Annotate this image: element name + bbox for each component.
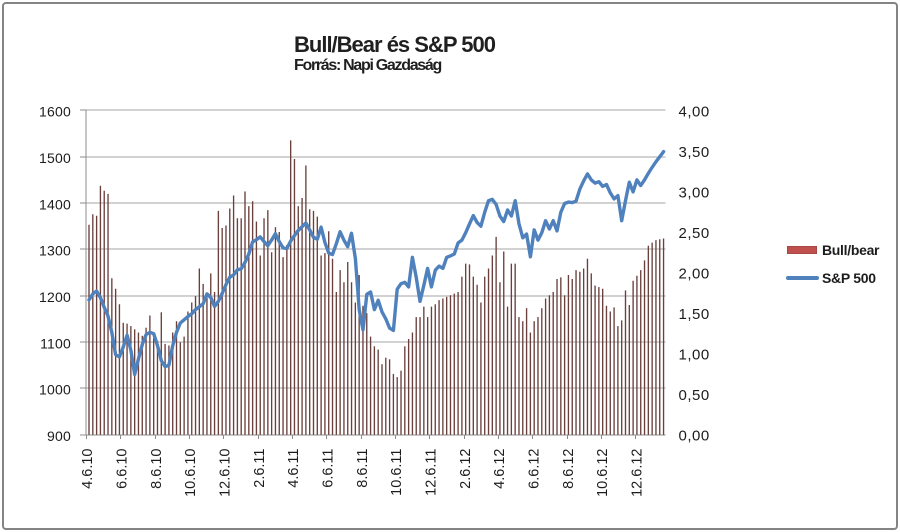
svg-text:900: 900: [47, 428, 71, 444]
svg-text:1200: 1200: [39, 289, 71, 305]
svg-text:1100: 1100: [40, 335, 71, 351]
svg-text:1300: 1300: [39, 243, 71, 259]
svg-text:12.6.12: 12.6.12: [630, 449, 646, 497]
svg-text:0,50: 0,50: [679, 387, 710, 404]
svg-text:8.6.10: 8.6.10: [149, 449, 165, 489]
svg-text:8.6.12: 8.6.12: [561, 449, 577, 489]
svg-text:10.6.10: 10.6.10: [183, 449, 199, 497]
svg-text:1400: 1400: [39, 196, 71, 212]
svg-text:2.6.12: 2.6.12: [458, 449, 474, 489]
svg-text:4.6.12: 4.6.12: [492, 449, 508, 489]
svg-text:1,00: 1,00: [679, 347, 710, 364]
svg-text:4,00: 4,00: [679, 103, 710, 120]
svg-text:8.6.11: 8.6.11: [355, 449, 371, 488]
svg-text:2,50: 2,50: [679, 225, 710, 242]
svg-text:4.6.10: 4.6.10: [80, 449, 96, 489]
svg-text:10.6.11: 10.6.11: [389, 449, 405, 496]
svg-text:10.6.12: 10.6.12: [595, 449, 611, 497]
svg-text:2.6.11: 2.6.11: [252, 449, 268, 488]
svg-text:2,00: 2,00: [679, 266, 710, 283]
svg-text:0,00: 0,00: [679, 428, 710, 445]
svg-text:3,00: 3,00: [679, 185, 710, 202]
svg-text:3,50: 3,50: [679, 144, 710, 161]
svg-text:1,50: 1,50: [679, 306, 710, 323]
svg-text:6.6.10: 6.6.10: [115, 449, 131, 489]
svg-text:6.6.11: 6.6.11: [321, 449, 337, 488]
svg-text:12.6.11: 12.6.11: [424, 449, 440, 496]
svg-text:12.6.10: 12.6.10: [218, 449, 234, 497]
svg-text:6.6.12: 6.6.12: [527, 449, 543, 489]
svg-text:1600: 1600: [39, 104, 71, 120]
svg-text:1500: 1500: [39, 150, 71, 166]
svg-text:1000: 1000: [39, 382, 71, 398]
svg-text:4.6.11: 4.6.11: [286, 449, 302, 488]
